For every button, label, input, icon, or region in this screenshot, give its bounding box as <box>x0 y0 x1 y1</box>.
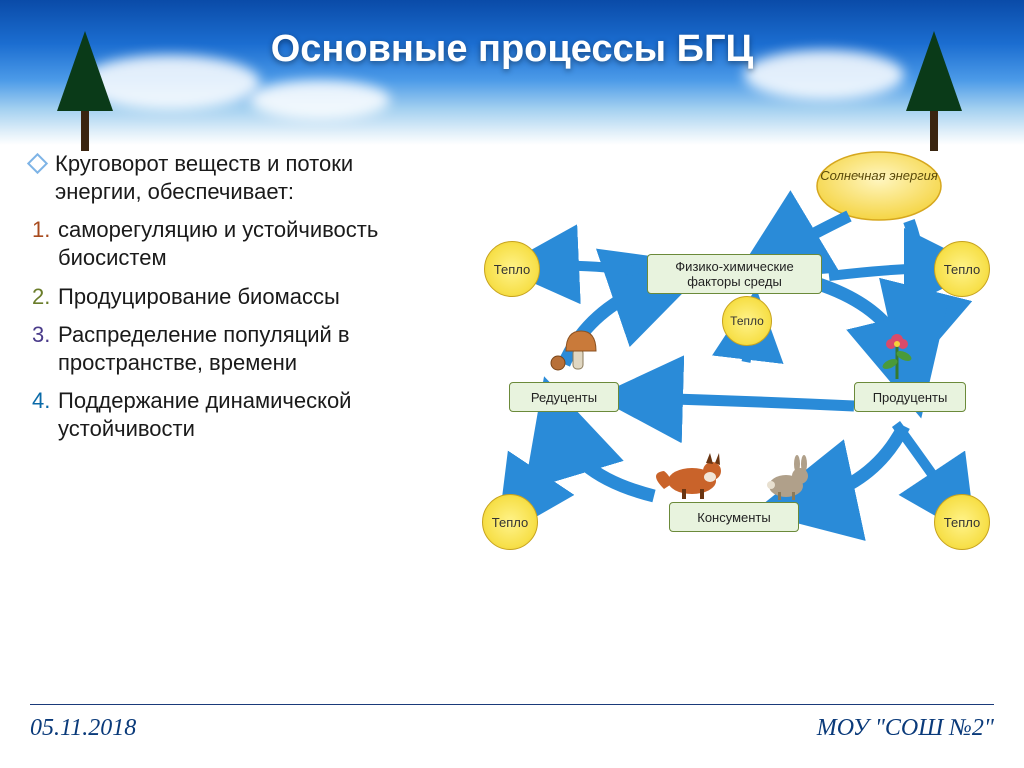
item-number: 1. <box>32 216 58 244</box>
node-producers: Продуценты <box>854 382 966 412</box>
heat-node: Тепло <box>934 494 990 550</box>
sun-label: Солнечная энергия <box>819 168 939 183</box>
bullet-icon <box>27 153 48 174</box>
list-item: 3. Распределение популяций в пространств… <box>30 321 440 377</box>
list-item: 1. саморегуляцию и устойчивость биосисте… <box>30 216 440 272</box>
content-area: Круговорот веществ и потоки энергии, обе… <box>30 150 994 688</box>
cloud <box>250 80 390 120</box>
item-text: саморегуляцию и устойчивость биосистем <box>58 216 440 272</box>
list-item: 4. Поддержание динамической устойчивости <box>30 387 440 443</box>
heat-node: Тепло <box>934 241 990 297</box>
item-text: Продуцирование биомассы <box>58 283 440 311</box>
item-number: 3. <box>32 321 58 349</box>
plant-icon <box>881 334 913 379</box>
slide-title: Основные процессы БГЦ <box>271 28 754 71</box>
list-item: 2. Продуцирование биомассы <box>30 283 440 311</box>
node-reducers: Редуценты <box>509 382 619 412</box>
footer-date: 05.11.2018 <box>30 715 136 742</box>
tree-right <box>899 21 969 151</box>
tree-left <box>50 21 120 151</box>
node-factors: Физико-химические факторы среды <box>647 254 822 294</box>
rabbit-icon <box>767 455 808 500</box>
fox-icon <box>656 453 721 499</box>
heat-node: Тепло <box>484 241 540 297</box>
item-text: Поддержание динамической устойчивости <box>58 387 440 443</box>
item-number: 4. <box>32 387 58 415</box>
cloud <box>744 50 904 100</box>
footer: 05.11.2018 МОУ "СОШ №2" <box>30 704 994 742</box>
item-text: Распределение популяций в пространстве, … <box>58 321 440 377</box>
heat-node: Тепло <box>482 494 538 550</box>
mushroom-icon <box>551 331 596 370</box>
lead-bullet: Круговорот веществ и потоки энергии, обе… <box>30 150 440 206</box>
cycle-diagram: Солнечная энергия Физико-химические факт… <box>464 146 1004 576</box>
node-consumers: Консументы <box>669 502 799 532</box>
sky-background <box>0 0 1024 145</box>
lead-text: Круговорот веществ и потоки энергии, обе… <box>55 150 440 206</box>
item-number: 2. <box>32 283 58 311</box>
footer-org: МОУ "СОШ №2" <box>817 715 994 742</box>
slide: Основные процессы БГЦ Круговорот веществ… <box>0 0 1024 768</box>
heat-node: Тепло <box>722 296 772 346</box>
text-column: Круговорот веществ и потоки энергии, обе… <box>30 150 440 453</box>
